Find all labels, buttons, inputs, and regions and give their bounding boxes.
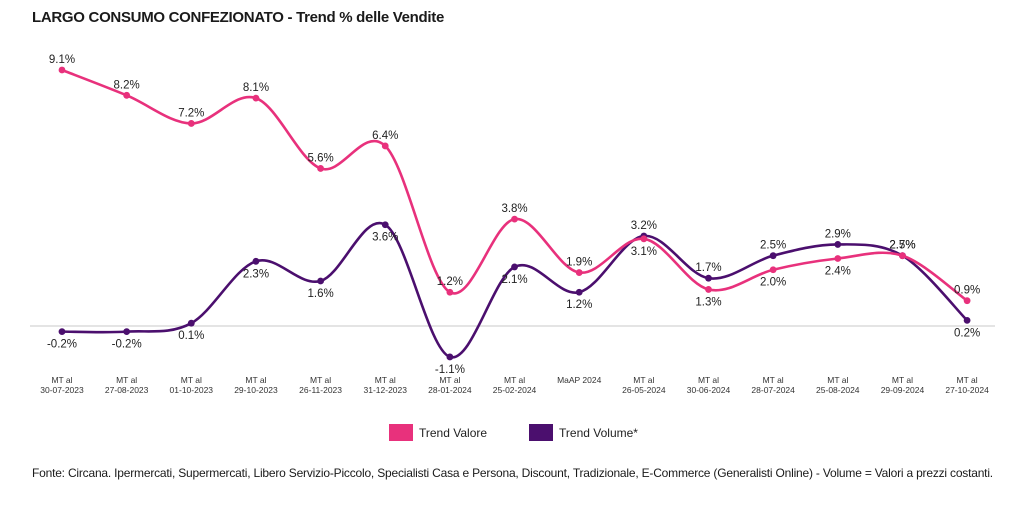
legend-swatch-trend-volume — [529, 424, 554, 441]
data-label-trend-volume: 3.6% — [372, 232, 398, 244]
legend-swatch-trend-valore — [389, 424, 413, 441]
data-point-trend-valore — [640, 235, 648, 243]
data-point-trend-valore — [123, 91, 131, 99]
data-point-trend-volume — [769, 252, 777, 260]
data-point-trend-valore — [317, 165, 324, 172]
data-label-trend-valore: 1.9% — [566, 257, 592, 269]
x-tick-label-line1: MT al — [439, 375, 460, 385]
data-point-trend-valore — [511, 215, 518, 223]
legend-item-trend-volume: Trend Volume* — [529, 424, 638, 441]
data-point-trend-valore — [834, 255, 842, 262]
data-point-trend-valore — [252, 94, 260, 102]
data-label-trend-valore: 2.7% — [889, 240, 915, 252]
data-label-trend-volume: 2.9% — [825, 228, 851, 240]
data-label-trend-volume: 2.3% — [243, 268, 269, 280]
data-label-trend-valore: 7.2% — [178, 107, 204, 119]
x-tick-label: MaAP 2024 — [557, 375, 602, 385]
series-line-trend-valore — [60, 68, 969, 302]
x-tick-label: 29-09-2024 — [881, 385, 925, 395]
data-point-trend-valore — [58, 66, 66, 74]
x-tick-label: 01-10-2023 — [170, 385, 214, 395]
data-label-trend-volume: 2.1% — [501, 274, 527, 286]
data-label-trend-volume: 1.2% — [566, 299, 592, 311]
data-label-trend-volume: 0.1% — [178, 330, 204, 342]
x-tick-label-line1: MT al — [51, 375, 72, 385]
x-tick-label: 27-08-2023 — [105, 385, 149, 395]
x-tick-label-line1: MT al — [375, 375, 396, 385]
data-label-trend-valore: 1.3% — [695, 296, 721, 308]
data-point-trend-volume — [705, 274, 712, 282]
chart-title: LARGO CONSUMO CONFEZIONATO - Trend % del… — [32, 9, 444, 26]
data-point-trend-volume — [187, 319, 195, 327]
data-label-trend-valore: 0.9% — [954, 285, 980, 297]
x-tick-label: 25-02-2024 — [493, 385, 537, 395]
x-tick-label: 26-05-2024 — [622, 385, 666, 395]
x-tick-label-line1: MT al — [245, 375, 266, 385]
x-tick-label-line1: MT al — [957, 375, 978, 385]
data-label-trend-valore: 5.6% — [307, 152, 333, 164]
data-point-trend-valore — [963, 297, 971, 305]
data-label-trend-valore: 8.2% — [114, 79, 140, 91]
data-point-trend-volume — [575, 288, 583, 296]
data-label-trend-valore: 9.1% — [49, 54, 75, 66]
data-point-trend-valore — [446, 288, 454, 296]
source-note: Fonte: Circana. Ipermercati, Supermercat… — [32, 466, 993, 480]
data-point-trend-valore — [187, 120, 195, 127]
x-tick-label: 25-08-2024 — [816, 385, 860, 395]
data-point-trend-volume — [381, 221, 389, 229]
data-label-trend-valore: 2.4% — [825, 265, 851, 277]
x-tick-label-line1: MT al — [181, 375, 202, 385]
data-label-trend-valore: 6.4% — [372, 130, 398, 142]
data-label-trend-valore: 1.2% — [437, 276, 463, 288]
data-label-trend-volume: 1.7% — [695, 262, 721, 274]
x-tick-label: 31-12-2023 — [364, 385, 408, 395]
x-tick-label: 27-10-2024 — [945, 385, 989, 395]
data-point-trend-volume — [123, 328, 131, 336]
data-point-trend-valore — [705, 286, 712, 293]
data-point-trend-volume — [317, 277, 324, 285]
data-label-trend-volume: -0.2% — [112, 339, 142, 351]
x-tick-label: 28-07-2024 — [751, 385, 795, 395]
data-label-trend-valore: 8.1% — [243, 82, 269, 94]
data-label-trend-volume: 2.5% — [889, 240, 915, 252]
x-tick-label: 30-07-2023 — [40, 385, 84, 395]
x-tick-label: 26-11-2023 — [299, 385, 342, 395]
data-point-trend-volume — [511, 263, 518, 271]
data-label-trend-valore: 2.0% — [760, 277, 786, 289]
legend-item-trend-valore: Trend Valore — [389, 424, 487, 441]
data-label-trend-volume: -1.1% — [435, 364, 465, 376]
data-point-trend-volume — [252, 257, 260, 265]
data-point-trend-volume — [58, 328, 66, 336]
data-label-trend-volume: 1.6% — [307, 288, 333, 300]
x-tick-label-line1: MT al — [892, 375, 913, 385]
data-point-trend-valore — [899, 252, 906, 260]
data-point-trend-valore — [575, 269, 583, 276]
data-point-trend-volume — [963, 316, 971, 324]
x-tick-label-line1: MT al — [310, 375, 331, 385]
data-point-trend-volume — [834, 241, 842, 248]
x-tick-label-line1: MT al — [827, 375, 848, 385]
data-point-trend-valore — [769, 266, 777, 274]
data-label-trend-volume: -0.2% — [47, 339, 77, 351]
data-label-trend-volume: 0.2% — [954, 327, 980, 339]
x-tick-label: 28-01-2024 — [428, 385, 472, 395]
x-tick-label-line1: MT al — [633, 375, 654, 385]
data-point-trend-valore — [381, 142, 389, 150]
x-tick-label-line1: MT al — [698, 375, 719, 385]
x-tick-label-line1: MT al — [504, 375, 525, 385]
x-tick-label: 30-06-2024 — [687, 385, 731, 395]
chart-legend: Trend Valore Trend Volume* — [389, 424, 638, 441]
data-label-trend-volume: 3.2% — [631, 220, 657, 232]
x-tick-label-line1: MT al — [116, 375, 137, 385]
series-line-trend-volume — [60, 221, 969, 359]
data-point-trend-volume — [446, 353, 454, 361]
x-tick-label: 29-10-2023 — [234, 385, 278, 395]
legend-label-trend-volume: Trend Volume* — [559, 425, 638, 440]
x-tick-label-line1: MT al — [763, 375, 784, 385]
data-label-trend-volume: 2.5% — [760, 240, 786, 252]
data-label-trend-valore: 3.1% — [631, 246, 657, 258]
data-label-trend-valore: 3.8% — [501, 203, 527, 215]
legend-label-trend-valore: Trend Valore — [419, 425, 488, 440]
